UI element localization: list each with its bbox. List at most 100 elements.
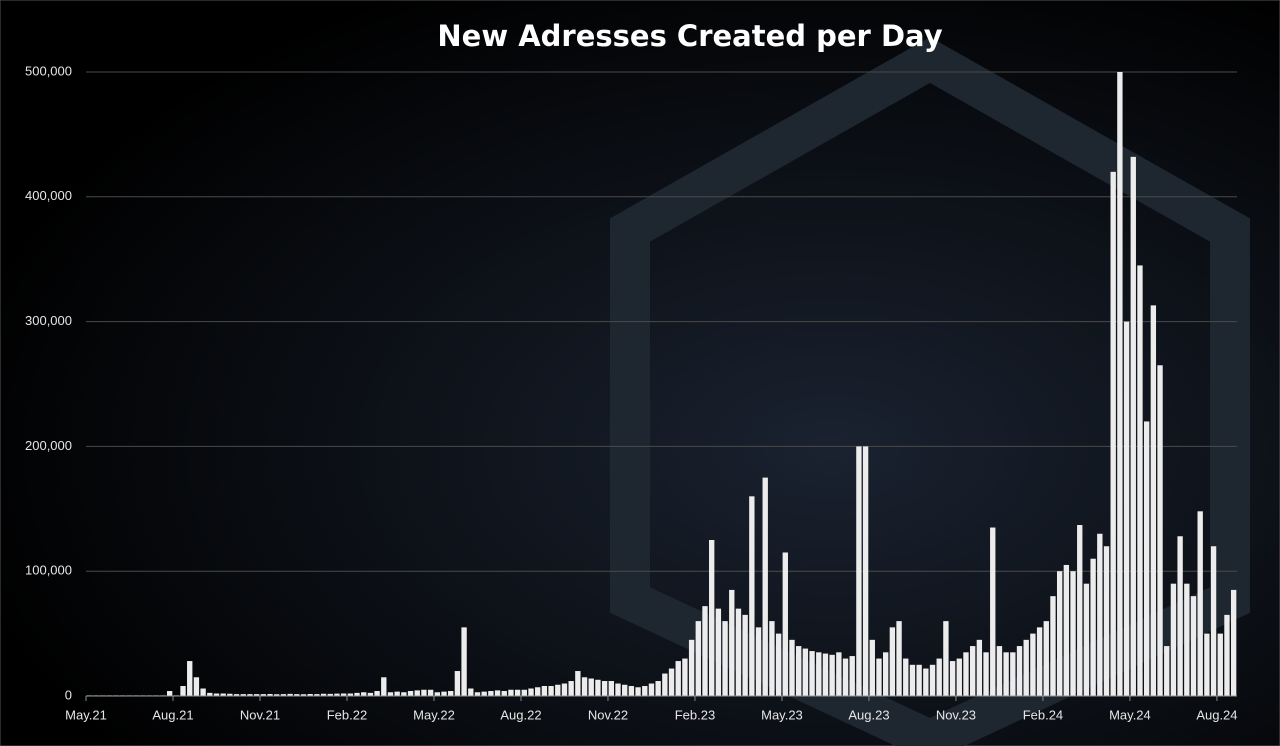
bar <box>340 693 347 696</box>
bar <box>949 661 956 696</box>
bar <box>541 686 548 696</box>
bar <box>862 446 869 696</box>
bar <box>996 646 1003 696</box>
bar <box>421 689 427 696</box>
bar <box>1157 365 1163 696</box>
bar <box>461 627 467 696</box>
x-tick-label: Feb.22 <box>327 707 367 722</box>
bar <box>909 664 916 696</box>
bar <box>207 692 213 696</box>
bar <box>294 694 300 696</box>
bar <box>1164 646 1170 696</box>
bar <box>896 621 902 696</box>
bar <box>1050 596 1056 696</box>
bar <box>1170 583 1177 696</box>
bar <box>1083 583 1090 696</box>
bar <box>1043 621 1049 696</box>
bar <box>441 691 447 696</box>
y-tick-label: 500,000 <box>25 63 72 78</box>
bar <box>300 694 307 696</box>
bar <box>200 688 206 696</box>
bar <box>1123 321 1130 696</box>
bar <box>936 658 942 696</box>
bar <box>434 692 440 696</box>
bar <box>1143 421 1150 696</box>
bar <box>193 677 200 696</box>
bar <box>849 656 855 696</box>
x-tick-label: Feb.23 <box>675 707 715 722</box>
bar <box>729 589 735 696</box>
bar <box>983 652 989 696</box>
bar <box>608 681 614 696</box>
bar <box>622 684 628 696</box>
bar <box>802 648 809 696</box>
bar <box>314 694 320 696</box>
bar <box>253 694 260 696</box>
bar <box>1230 589 1237 696</box>
bar <box>822 653 829 696</box>
bar <box>688 639 695 696</box>
x-tick-label: Nov.21 <box>240 707 280 722</box>
bar <box>220 693 226 696</box>
bar <box>1077 525 1083 696</box>
bar <box>274 694 280 696</box>
bar <box>1197 511 1203 696</box>
bar <box>1177 536 1183 696</box>
bar <box>454 671 461 696</box>
bar <box>1137 265 1143 696</box>
bar <box>481 691 487 696</box>
bar <box>1217 633 1223 696</box>
bar <box>648 683 655 696</box>
bar <box>1070 571 1076 696</box>
bar <box>180 686 186 696</box>
bar <box>334 693 340 696</box>
bar <box>1150 305 1157 696</box>
bar <box>1056 571 1063 696</box>
bar <box>427 689 434 696</box>
bar <box>1210 546 1217 696</box>
x-tick-label: Aug.21 <box>152 707 193 722</box>
bar <box>361 692 367 696</box>
y-tick-label: 400,000 <box>25 188 72 203</box>
bar <box>675 661 681 696</box>
bar <box>956 658 962 696</box>
y-tick-label: 0 <box>65 687 72 702</box>
bar <box>1097 533 1103 696</box>
bar <box>829 654 835 696</box>
bar <box>735 608 742 696</box>
bar <box>414 690 420 696</box>
bar <box>581 677 588 696</box>
bar <box>695 621 701 696</box>
bar <box>789 639 795 696</box>
bar <box>715 608 722 696</box>
bar <box>561 683 568 696</box>
bar <box>1023 639 1029 696</box>
bar <box>601 681 608 696</box>
bar <box>166 691 173 696</box>
y-tick-label: 300,000 <box>25 313 72 328</box>
bar <box>916 664 922 696</box>
bar <box>655 681 661 696</box>
y-tick-label: 200,000 <box>25 438 72 453</box>
bar <box>943 621 949 696</box>
bar <box>528 688 534 696</box>
bar <box>642 686 648 696</box>
bar <box>367 692 374 696</box>
bar <box>394 691 400 696</box>
bar <box>514 689 521 696</box>
bar <box>876 658 882 696</box>
bar <box>287 693 293 696</box>
bar <box>709 540 715 696</box>
bar <box>816 652 822 696</box>
bar <box>1063 564 1070 696</box>
bar <box>448 691 454 696</box>
bar <box>407 691 414 696</box>
bar <box>267 694 273 696</box>
bar <box>1224 614 1230 696</box>
bar <box>702 606 708 696</box>
bar <box>628 686 635 696</box>
bar <box>923 668 929 696</box>
logo-watermark <box>610 37 1250 746</box>
bar <box>1184 583 1190 696</box>
